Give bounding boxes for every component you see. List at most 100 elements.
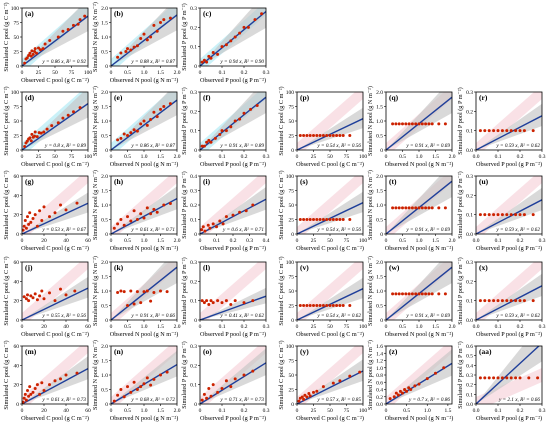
- x-tick-label: 0.3: [539, 238, 546, 244]
- y-axis-label: Simulated P pool (g P m⁻²): [181, 3, 188, 70]
- data-point: [531, 299, 535, 303]
- data-point: [492, 129, 496, 133]
- regression-equation: y = 0.91 x, R² = 0.69: [405, 227, 450, 233]
- x-tick-label: 0.2: [517, 154, 524, 160]
- data-point: [33, 292, 37, 296]
- data-point: [331, 134, 335, 137]
- data-point: [410, 206, 414, 210]
- y-tick-label: 0.2: [190, 203, 197, 209]
- fit-line: [111, 14, 177, 66]
- x-tick-label: 50: [327, 324, 333, 330]
- data-point: [38, 392, 42, 396]
- data-point: [398, 389, 402, 393]
- data-point: [27, 222, 31, 226]
- y-tick-label: 0.1: [190, 218, 197, 224]
- data-point: [42, 297, 46, 301]
- panel-y: 0 25 50 75 100 0 25 50 75 100 (y) y = 0.57 x, R² = …: [278, 340, 367, 422]
- panel-label: (i): [203, 177, 211, 186]
- data-point: [78, 18, 82, 22]
- x-tick-label: 0.5: [399, 238, 406, 244]
- x-tick-label: 1.0: [416, 238, 423, 244]
- data-point: [407, 386, 411, 390]
- data-point: [325, 218, 329, 221]
- x-tick-label: 1.5: [157, 408, 164, 414]
- panel-label: (u): [479, 177, 489, 186]
- x-tick-label: 0.2: [241, 408, 248, 414]
- data-point: [145, 38, 149, 42]
- data-point: [420, 122, 424, 126]
- x-tick-label: 0.1: [219, 408, 226, 414]
- panel-label: (y): [300, 347, 309, 356]
- y-axis-label: Simulated P pool (g P m⁻²): [457, 171, 464, 238]
- axes-frame: [199, 345, 267, 405]
- data-point: [397, 292, 401, 296]
- data-point: [255, 104, 259, 108]
- data-point: [22, 224, 26, 228]
- data-point: [338, 218, 342, 221]
- data-point: [218, 219, 222, 223]
- y-tick-label: 40: [14, 193, 20, 199]
- y-tick-label: 0.6: [376, 380, 383, 386]
- y-tick-label: 0.4: [376, 388, 383, 394]
- data-point: [341, 134, 345, 137]
- y-tick-label: 1.6: [376, 344, 383, 350]
- data-point: [424, 206, 428, 210]
- x-axis-label: Observed C pool (g C m⁻²): [296, 415, 364, 422]
- y-axis-label: Simulated P pool (g P m⁻²): [181, 87, 188, 154]
- panel-label: (o): [203, 347, 212, 356]
- x-tick-label: 2.0: [449, 238, 456, 244]
- x-axis-label: Observed C pool (g C m⁻²): [296, 331, 364, 338]
- x-tick-label: 1.0: [141, 70, 148, 76]
- panel-label: (m): [25, 347, 37, 356]
- panel-v: 0 25 50 75 100 0 25 50 75 100 (v) y = 0.54 x, R² = …: [278, 256, 367, 338]
- y-tick-label: 100: [11, 6, 20, 12]
- data-point: [142, 32, 146, 36]
- x-tick-label: 75: [344, 408, 350, 414]
- x-tick-label: 0: [110, 324, 113, 330]
- data-point: [425, 377, 429, 381]
- data-point: [56, 121, 60, 125]
- data-point: [496, 299, 500, 303]
- x-tick-label: 60: [85, 324, 91, 330]
- panel-b: 0 0.5 1.0 1.5 2.0 0 0.5 1.0 1.5 2.0 (b) y = 0.88 x,…: [92, 2, 181, 84]
- data-point: [135, 290, 139, 294]
- confidence-band: [476, 103, 542, 150]
- data-point: [200, 299, 204, 303]
- data-point: [38, 48, 42, 52]
- x-tick-label: 0: [385, 324, 388, 330]
- axes-frame: [21, 261, 89, 321]
- y-tick-label: 0.2: [376, 395, 383, 401]
- y-tick-label: 0.5: [101, 134, 108, 140]
- data-point: [22, 295, 26, 299]
- y-tick-label: 0.3: [190, 6, 197, 12]
- regression-equation: y = 0.41 x, R² = 0.62: [219, 312, 264, 319]
- x-tick-label: 1.0: [416, 324, 423, 330]
- data-point: [527, 376, 531, 380]
- data-point: [518, 376, 522, 380]
- data-point: [403, 388, 407, 391]
- x-tick-label: 0.3: [263, 70, 270, 76]
- data-point: [509, 376, 513, 380]
- fit-line: [200, 295, 266, 320]
- y-tick-label: 0.2: [190, 109, 197, 115]
- y-tick-label: 2.0: [101, 344, 108, 350]
- y-tick-label: 1.0: [101, 35, 108, 41]
- data-point: [119, 218, 123, 221]
- x-tick-label: 0: [199, 408, 202, 414]
- axes-frame: [475, 175, 543, 235]
- data-point: [430, 122, 434, 126]
- y-tick-label: 60: [14, 260, 20, 266]
- data-point: [308, 394, 312, 398]
- x-tick-label: 100: [359, 154, 368, 160]
- y-tick-label: 0.2: [190, 25, 197, 31]
- x-tick-label: 0: [21, 324, 24, 330]
- data-point: [315, 304, 319, 307]
- x-tick-label: 0.5: [124, 238, 131, 244]
- x-tick-label: 0.3: [539, 324, 546, 330]
- y-tick-label: 0: [105, 318, 108, 324]
- data-point: [155, 29, 159, 33]
- data-point: [478, 376, 482, 380]
- y-tick-label: 2.0: [101, 174, 108, 180]
- data-point: [348, 218, 352, 221]
- fit-line: [22, 202, 88, 234]
